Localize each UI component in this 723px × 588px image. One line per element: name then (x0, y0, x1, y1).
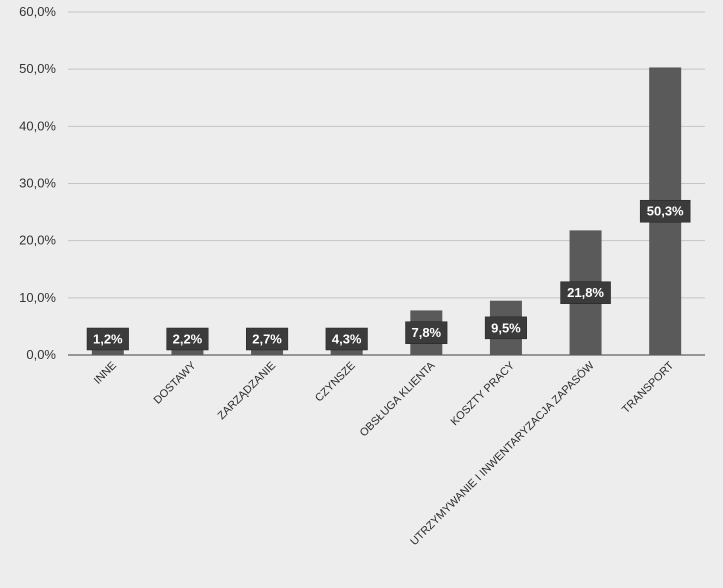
x-tick-label: ZARZĄDZANIE (216, 360, 279, 423)
data-label-layer: 1,2% 2,2% 2,7% 4,3% 7,8% 9,5% 21,8% 50,3% (86, 199, 691, 351)
x-axis: INNE DOSTAWY ZARZĄDZANIE CZYNSZE OBSŁUGA KLI… (92, 359, 677, 549)
data-label: 2,2% (173, 332, 203, 347)
data-label: 9,5% (491, 320, 521, 335)
x-tick-label: CZYNSZE (313, 360, 358, 405)
bar (91, 348, 124, 355)
y-tick-label: 10,0% (19, 290, 56, 305)
x-tick-label: INNE (92, 360, 119, 387)
bar-layer (91, 67, 682, 356)
y-tick-label: 30,0% (19, 176, 56, 191)
y-tick-label: 50,0% (19, 61, 56, 76)
data-label: 4,3% (332, 332, 362, 347)
data-label-box (86, 327, 129, 351)
x-tick-label: KOSZTY PRACY (449, 359, 518, 428)
x-tick-label: DOSTAWY (152, 359, 199, 406)
data-label-box (166, 327, 209, 351)
data-label: 1,2% (93, 332, 123, 347)
data-label-box (639, 199, 691, 223)
data-label: 7,8% (411, 325, 441, 340)
y-tick-label: 40,0% (19, 118, 56, 133)
y-tick-label: 20,0% (19, 233, 56, 248)
data-label: 2,7% (252, 332, 282, 347)
data-label-box (405, 321, 448, 344)
data-label-box (325, 327, 368, 351)
x-tick-label: UTRZYMYWANIE I INWENTARYZACJA ZAPASÓW (408, 359, 598, 549)
data-label-box (560, 281, 611, 304)
y-axis: 0,0% 10,0% 20,0% 30,0% 40,0% 50,0% 60,0% (19, 4, 56, 362)
y-tick-label: 60,0% (19, 4, 56, 19)
data-label-box (246, 327, 289, 351)
data-label: 50,3% (647, 204, 684, 219)
data-label-box (484, 316, 527, 340)
x-tick-label: OBSŁUGA KLIENTA (358, 359, 438, 439)
data-label: 21,8% (567, 285, 604, 300)
x-tick-label: TRANSPORT (620, 359, 677, 416)
y-tick-label: 0,0% (26, 347, 56, 362)
